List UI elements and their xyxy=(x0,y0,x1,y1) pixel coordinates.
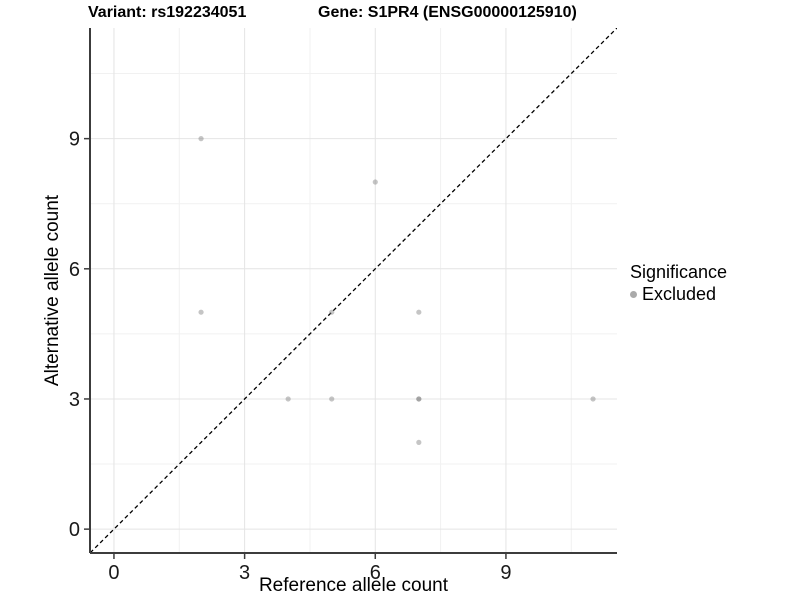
variant-title: Variant: rs192234051 xyxy=(88,4,247,21)
x-axis-title: Reference allele count xyxy=(259,575,449,596)
identity-reference-line xyxy=(90,28,617,553)
y-tick-label: 3 xyxy=(69,389,80,411)
x-tick-label: 0 xyxy=(108,562,119,584)
legend-item-excluded: Excluded xyxy=(630,284,727,304)
data-point xyxy=(416,396,422,402)
x-tick-label: 6 xyxy=(370,562,381,584)
data-point xyxy=(416,309,422,315)
data-point xyxy=(198,309,204,315)
data-point xyxy=(416,396,422,402)
data-point xyxy=(372,179,378,185)
y-axis-title: Alternative allele count xyxy=(42,194,63,386)
x-tick-label: 3 xyxy=(239,562,250,584)
y-tick-label: 9 xyxy=(69,129,80,151)
y-tick-label: 6 xyxy=(69,259,80,281)
legend-title: Significance xyxy=(630,262,728,282)
excluded-point-icon xyxy=(630,290,637,298)
legend: Significance Excluded xyxy=(630,262,727,304)
data-point xyxy=(590,396,596,402)
x-tick-label: 9 xyxy=(500,562,511,584)
data-point xyxy=(285,396,291,402)
legend-item-label: Excluded xyxy=(642,284,717,304)
gene-title: Gene: S1PR4 (ENSG00000125910) xyxy=(318,4,577,21)
y-tick-label: 0 xyxy=(69,519,80,541)
data-point xyxy=(198,136,204,142)
data-point xyxy=(329,396,335,402)
data-point xyxy=(416,439,422,445)
data-point xyxy=(329,309,335,315)
